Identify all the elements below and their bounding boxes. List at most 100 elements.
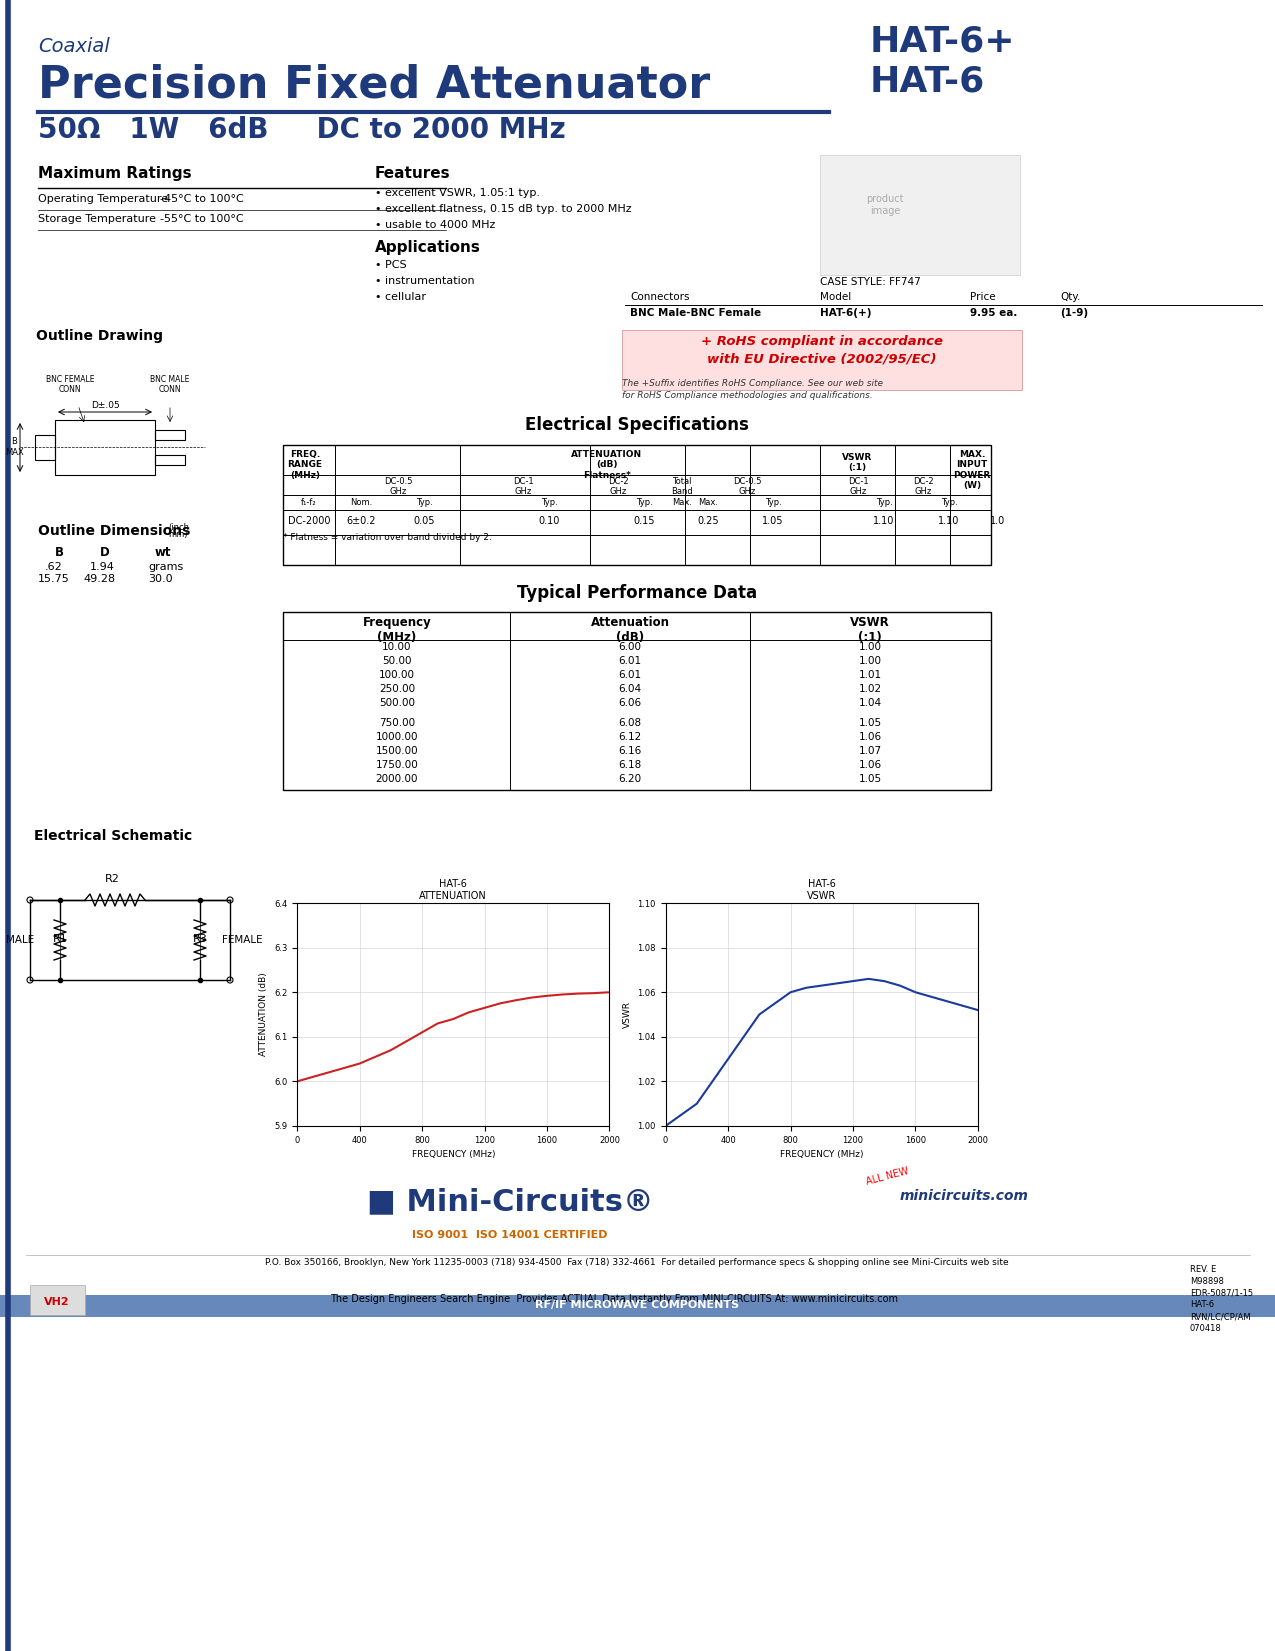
Bar bbox=[0, 1294, 1275, 1317]
Text: REV. E
M98898
EDR-5087/1-15
HAT-6
RVN/LC/CP/AM
070418: REV. E M98898 EDR-5087/1-15 HAT-6 RVN/LC… bbox=[1190, 1265, 1253, 1332]
Text: 1.05: 1.05 bbox=[762, 517, 784, 527]
Text: -45°C to 100°C: -45°C to 100°C bbox=[159, 195, 244, 205]
Bar bbox=[820, 155, 1020, 276]
Text: Price: Price bbox=[970, 292, 996, 302]
Text: Operating Temperature: Operating Temperature bbox=[38, 195, 168, 205]
Text: 50.00: 50.00 bbox=[382, 655, 412, 665]
Text: HAT-6+: HAT-6+ bbox=[870, 25, 1016, 59]
Text: 6.06: 6.06 bbox=[618, 698, 641, 708]
Text: Applications: Applications bbox=[375, 239, 481, 254]
Text: R2: R2 bbox=[105, 873, 120, 883]
Text: 1.10: 1.10 bbox=[873, 517, 895, 527]
Text: * Flatness = variation over band divided by 2.: * Flatness = variation over band divided… bbox=[283, 533, 492, 542]
Text: DC-0.5
GHz: DC-0.5 GHz bbox=[384, 477, 412, 497]
Bar bbox=[34, 434, 55, 461]
Text: 1.04: 1.04 bbox=[858, 698, 881, 708]
Text: Attenuation
(dB): Attenuation (dB) bbox=[590, 616, 669, 644]
Text: 9.95 ea.: 9.95 ea. bbox=[970, 309, 1017, 319]
Text: Coaxial: Coaxial bbox=[38, 36, 110, 56]
Text: ■ Mini-Circuits®: ■ Mini-Circuits® bbox=[367, 1187, 653, 1217]
Text: 100.00: 100.00 bbox=[379, 670, 414, 680]
Text: B: B bbox=[55, 546, 64, 560]
Text: P.O. Box 350166, Brooklyn, New York 11235-0003 (718) 934-4500  Fax (718) 332-466: P.O. Box 350166, Brooklyn, New York 1123… bbox=[265, 1258, 1009, 1266]
Text: BNC FEMALE
CONN: BNC FEMALE CONN bbox=[46, 375, 94, 395]
Text: 6.01: 6.01 bbox=[618, 655, 641, 665]
Text: Precision Fixed Attenuator: Precision Fixed Attenuator bbox=[38, 63, 710, 106]
Bar bbox=[283, 446, 991, 565]
Bar bbox=[156, 456, 185, 466]
Text: 500.00: 500.00 bbox=[379, 698, 414, 708]
Text: Electrical Schematic: Electrical Schematic bbox=[34, 829, 193, 844]
Text: 1.0: 1.0 bbox=[991, 517, 1006, 527]
Y-axis label: ATTENUATION (dB): ATTENUATION (dB) bbox=[259, 972, 269, 1057]
Bar bbox=[156, 429, 185, 441]
Bar bbox=[55, 419, 156, 475]
Text: 1.05: 1.05 bbox=[858, 774, 881, 784]
Text: minicircuits.com: minicircuits.com bbox=[900, 1189, 1029, 1204]
Text: product
image: product image bbox=[866, 195, 904, 216]
Text: 1.06: 1.06 bbox=[858, 759, 881, 769]
Text: HAT-6(+): HAT-6(+) bbox=[820, 309, 872, 319]
Text: 50Ω   1W   6dB     DC to 2000 MHz: 50Ω 1W 6dB DC to 2000 MHz bbox=[38, 116, 566, 144]
Text: 0.15: 0.15 bbox=[634, 517, 655, 527]
Text: • usable to 4000 MHz: • usable to 4000 MHz bbox=[375, 220, 496, 229]
Text: wt: wt bbox=[156, 546, 172, 560]
Text: 6.16: 6.16 bbox=[618, 746, 641, 756]
Bar bbox=[622, 330, 1023, 390]
Text: Typ.: Typ. bbox=[941, 499, 958, 507]
Text: Electrical Specifications: Electrical Specifications bbox=[525, 416, 748, 434]
Text: 0.25: 0.25 bbox=[697, 517, 719, 527]
Text: DC-2000: DC-2000 bbox=[288, 517, 330, 527]
Text: Nom.: Nom. bbox=[349, 499, 372, 507]
Text: ALL NEW: ALL NEW bbox=[864, 1166, 910, 1187]
Text: • PCS: • PCS bbox=[375, 259, 407, 271]
Text: 2000.00: 2000.00 bbox=[376, 774, 418, 784]
Text: Typ.: Typ. bbox=[876, 499, 892, 507]
Text: 0.05: 0.05 bbox=[413, 517, 435, 527]
Text: 750.00: 750.00 bbox=[379, 718, 416, 728]
Text: 1.05: 1.05 bbox=[858, 718, 881, 728]
Text: FREQ.
RANGE
(MHz): FREQ. RANGE (MHz) bbox=[287, 451, 323, 480]
Text: ISO 9001  ISO 14001 CERTIFIED: ISO 9001 ISO 14001 CERTIFIED bbox=[412, 1230, 608, 1240]
Text: 1.07: 1.07 bbox=[858, 746, 881, 756]
Text: B
MAX: B MAX bbox=[5, 438, 23, 457]
Text: Typ.: Typ. bbox=[765, 499, 782, 507]
Text: DC-0.5
GHz: DC-0.5 GHz bbox=[733, 477, 761, 497]
Text: • cellular: • cellular bbox=[375, 292, 426, 302]
Text: 10.00: 10.00 bbox=[382, 642, 412, 652]
Text: 6.18: 6.18 bbox=[618, 759, 641, 769]
Text: D: D bbox=[99, 546, 110, 560]
Text: DC-2
GHz: DC-2 GHz bbox=[608, 477, 629, 497]
Title: HAT-6
VSWR: HAT-6 VSWR bbox=[807, 880, 836, 901]
Text: 6.08: 6.08 bbox=[618, 718, 641, 728]
Text: Typ.: Typ. bbox=[541, 499, 557, 507]
Text: BNC MALE
CONN: BNC MALE CONN bbox=[150, 375, 190, 395]
Text: 0.10: 0.10 bbox=[538, 517, 560, 527]
Text: 6.20: 6.20 bbox=[618, 774, 641, 784]
Text: f₁-f₂: f₁-f₂ bbox=[301, 499, 316, 507]
Text: mm): mm) bbox=[168, 530, 187, 538]
Text: Storage Temperature: Storage Temperature bbox=[38, 215, 156, 225]
Bar bbox=[283, 613, 991, 789]
Text: Maximum Ratings: Maximum Ratings bbox=[38, 167, 191, 182]
Text: 1750.00: 1750.00 bbox=[376, 759, 418, 769]
X-axis label: FREQUENCY (MHz): FREQUENCY (MHz) bbox=[412, 1151, 495, 1159]
Text: MAX.
INPUT
POWER
(W): MAX. INPUT POWER (W) bbox=[954, 451, 991, 490]
X-axis label: FREQUENCY (MHz): FREQUENCY (MHz) bbox=[780, 1151, 863, 1159]
Title: HAT-6
ATTENUATION: HAT-6 ATTENUATION bbox=[419, 880, 487, 901]
Text: Typical Performance Data: Typical Performance Data bbox=[516, 584, 757, 603]
Text: 30.0: 30.0 bbox=[148, 575, 172, 584]
Text: Max.: Max. bbox=[697, 499, 718, 507]
Text: 1.01: 1.01 bbox=[858, 670, 881, 680]
Text: Outline Drawing: Outline Drawing bbox=[37, 329, 163, 343]
Text: DC-1
GHz: DC-1 GHz bbox=[848, 477, 868, 497]
Text: • instrumentation: • instrumentation bbox=[375, 276, 474, 286]
Text: + RoHS compliant in accordance
with EU Directive (2002/95/EC): + RoHS compliant in accordance with EU D… bbox=[701, 335, 944, 365]
Text: DC-2
GHz: DC-2 GHz bbox=[913, 477, 933, 497]
Text: 6.04: 6.04 bbox=[618, 684, 641, 693]
Text: 250.00: 250.00 bbox=[379, 684, 416, 693]
Text: Frequency
(MHz): Frequency (MHz) bbox=[362, 616, 431, 644]
Text: 6±0.2: 6±0.2 bbox=[347, 517, 376, 527]
Text: grams: grams bbox=[148, 561, 184, 571]
Text: -55°C to 100°C: -55°C to 100°C bbox=[159, 215, 244, 225]
